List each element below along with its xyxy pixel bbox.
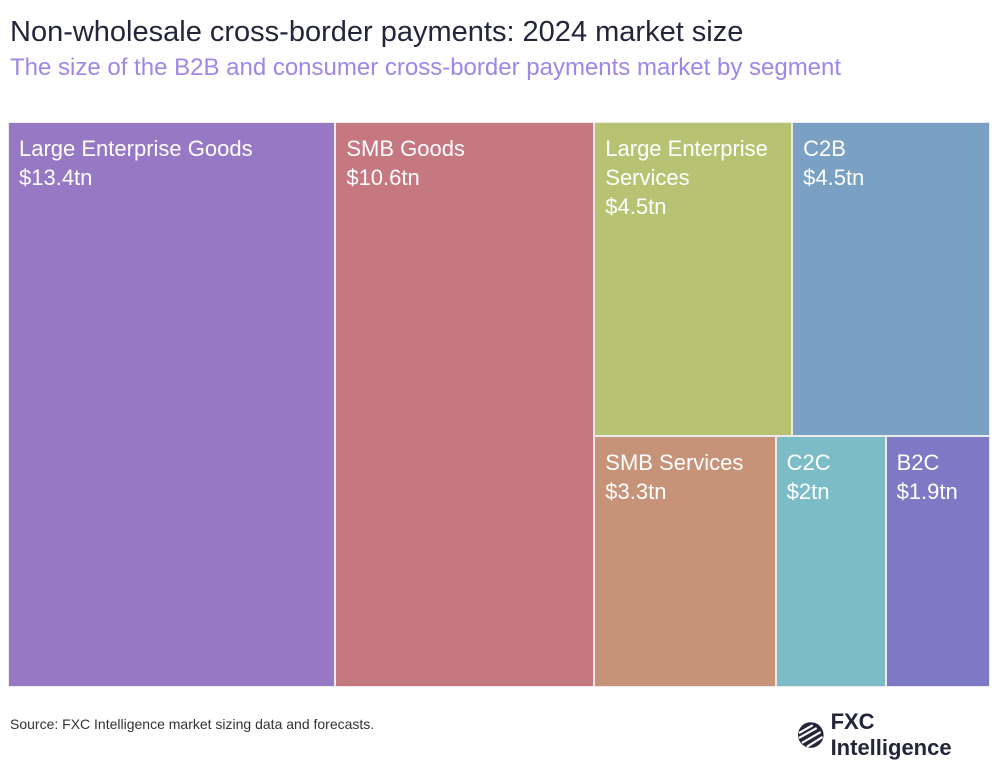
cell-value: $3.3tn xyxy=(605,478,667,504)
cell-label: Large Enterprise Goods xyxy=(19,136,253,161)
cell-value: $13.4tn xyxy=(19,165,93,190)
cell-label: SMB Services xyxy=(605,449,744,475)
treemap-cell: SMB Services $3.3tn xyxy=(594,435,776,687)
cell-label: B2C xyxy=(896,449,940,475)
cell-value: $4.5tn xyxy=(803,165,865,190)
source-note: Source: FXC Intelligence market sizing d… xyxy=(10,716,375,732)
cell-label: C2B xyxy=(803,136,846,161)
treemap-cell: B2C $1.9tn xyxy=(885,435,990,687)
fxc-logo: FXC Intelligence xyxy=(797,709,999,761)
cell-value: $4.5tn xyxy=(605,194,667,219)
cell-value: $2tn xyxy=(786,478,830,504)
fxc-logo-icon xyxy=(797,722,824,748)
chart-title: Non-wholesale cross-border payments: 202… xyxy=(10,16,744,48)
treemap-cell: SMB Goods $10.6tn xyxy=(335,122,595,687)
logo-text: FXC Intelligence xyxy=(830,709,952,760)
cell-label: Large Enterprise Services xyxy=(605,136,768,190)
cell-label: SMB Goods xyxy=(346,136,465,161)
cell-value: $1.9tn xyxy=(896,478,958,504)
treemap-cell: C2B $4.5tn xyxy=(792,122,990,436)
cell-label: C2C xyxy=(786,449,831,475)
treemap-cell: Large Enterprise Services $4.5tn xyxy=(594,122,793,436)
chart-subtitle: The size of the B2B and consumer cross-b… xyxy=(10,54,842,81)
cell-value: $10.6tn xyxy=(346,165,420,190)
treemap-cell: Large Enterprise Goods $13.4tn xyxy=(8,122,336,687)
treemap-cell: C2C $2tn xyxy=(775,435,886,687)
